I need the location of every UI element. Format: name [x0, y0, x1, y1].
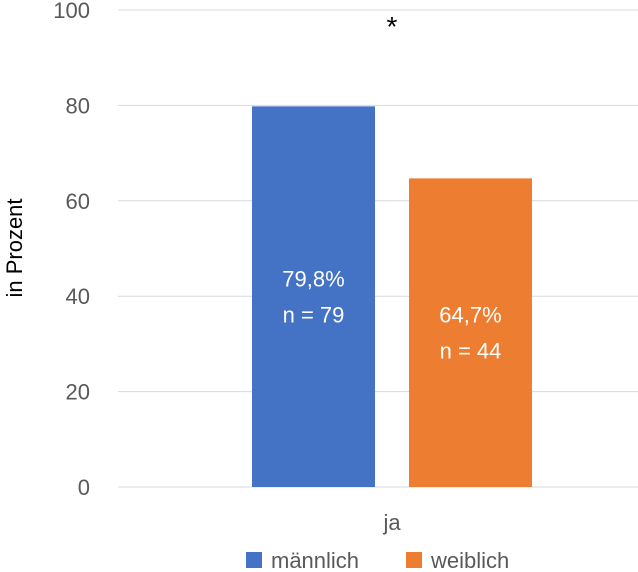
- legend-label-1: weiblich: [430, 548, 509, 572]
- bar-maennlich: [252, 106, 375, 487]
- bar-data-label-1-1: n = 44: [440, 339, 502, 364]
- x-category-label: ja: [382, 510, 401, 535]
- bar-weiblich: [409, 178, 532, 488]
- legend: männlich weiblich: [246, 548, 509, 572]
- y-tick-label-0: 0: [78, 475, 90, 500]
- y-tick-label-80: 80: [66, 93, 90, 118]
- bar-data-label-0-1: n = 79: [283, 303, 345, 328]
- y-axis-title: in Prozent: [2, 198, 27, 297]
- y-tick-label-20: 20: [66, 380, 90, 405]
- bars: [252, 106, 532, 488]
- gridlines: [118, 9, 638, 488]
- y-tick-label-100: 100: [53, 0, 90, 23]
- bar-labels: 79,8% n = 79 64,7% n = 44: [282, 267, 501, 364]
- bar-data-label-1-0: 64,7%: [439, 303, 501, 328]
- y-tick-label-40: 40: [66, 284, 90, 309]
- legend-swatch-0: [246, 552, 262, 568]
- y-tick-label-60: 60: [66, 189, 90, 214]
- significance-marker: *: [387, 11, 398, 42]
- bar-data-label-0-0: 79,8%: [282, 267, 344, 292]
- legend-swatch-1: [406, 552, 422, 568]
- y-axis-ticks: 0 20 40 60 80 100: [53, 0, 90, 500]
- legend-label-0: männlich: [271, 548, 359, 572]
